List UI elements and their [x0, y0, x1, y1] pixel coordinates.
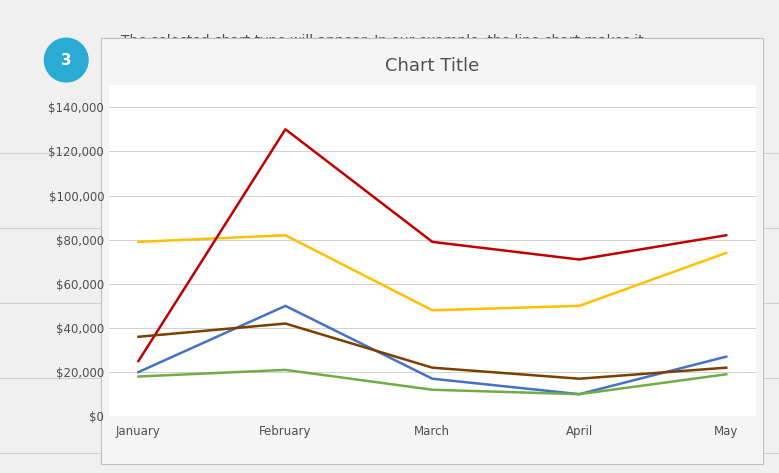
- Text: 3: 3: [61, 53, 72, 68]
- Title: Chart Title: Chart Title: [386, 57, 479, 75]
- Text: easier to see trends in sales data over time.: easier to see trends in sales data over …: [121, 87, 427, 101]
- Text: The selected chart type will appear. In our example, the line chart makes it: The selected chart type will appear. In …: [121, 34, 643, 47]
- Ellipse shape: [44, 38, 88, 82]
